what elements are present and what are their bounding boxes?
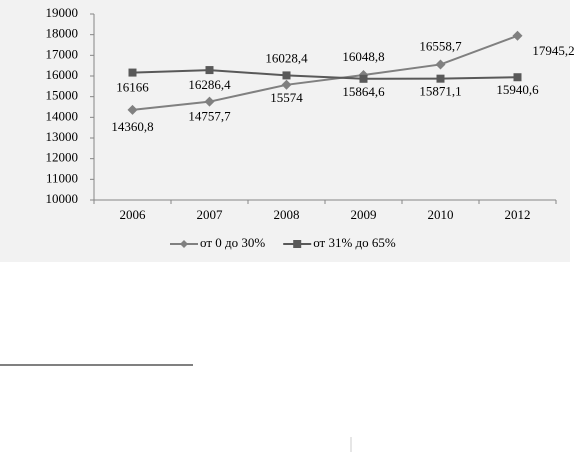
data-label: 15574: [270, 90, 303, 105]
data-label: 16048,8: [342, 49, 384, 64]
data-label: 15940,6: [496, 82, 539, 97]
y-tick-label: 18000: [46, 26, 79, 41]
marker: [359, 74, 368, 83]
series-line: [132, 34, 518, 111]
data-label: 16286,4: [188, 77, 231, 92]
x-tick-label: 2010: [428, 207, 454, 222]
data-label: 14360,8: [111, 119, 153, 134]
y-tick-label: 14000: [46, 108, 79, 123]
y-tick-label: 16000: [46, 67, 79, 82]
x-tick-label: 2012: [505, 207, 531, 222]
marker: [282, 71, 291, 80]
chart-background: [0, 0, 570, 262]
marker: [512, 30, 523, 41]
data-label: 17945,2: [532, 43, 574, 58]
marker: [128, 68, 137, 77]
y-tick-label: 13000: [46, 129, 79, 144]
legend-marker: [180, 240, 188, 248]
data-label: 14757,7: [188, 109, 231, 124]
legend-label: от 31% до 65%: [313, 235, 396, 250]
marker: [435, 59, 446, 70]
legend-marker: [293, 240, 302, 248]
y-tick-label: 11000: [46, 170, 78, 185]
data-label: 16558,7: [419, 38, 462, 53]
marker: [204, 96, 215, 107]
marker: [127, 104, 138, 115]
y-tick-label: 10000: [46, 191, 79, 206]
legend-label: от 0 до 30%: [200, 235, 265, 250]
x-tick-label: 2008: [274, 207, 300, 222]
y-tick-label: 12000: [46, 150, 79, 165]
data-label: 16166: [116, 80, 149, 95]
data-label: 16028,4: [265, 50, 308, 65]
marker: [205, 66, 214, 75]
y-tick-label: 19000: [46, 5, 79, 20]
marker: [281, 79, 292, 90]
x-tick-label: 2009: [351, 207, 377, 222]
series-line: [132, 69, 518, 80]
marker: [513, 73, 522, 82]
y-tick-label: 17000: [46, 46, 79, 61]
x-tick-label: 2007: [197, 207, 224, 222]
x-tick-label: 2006: [120, 207, 147, 222]
y-tick-label: 15000: [46, 88, 79, 103]
data-label: 15871,1: [419, 84, 461, 99]
data-label: 15864,6: [342, 84, 385, 99]
marker: [436, 74, 445, 83]
